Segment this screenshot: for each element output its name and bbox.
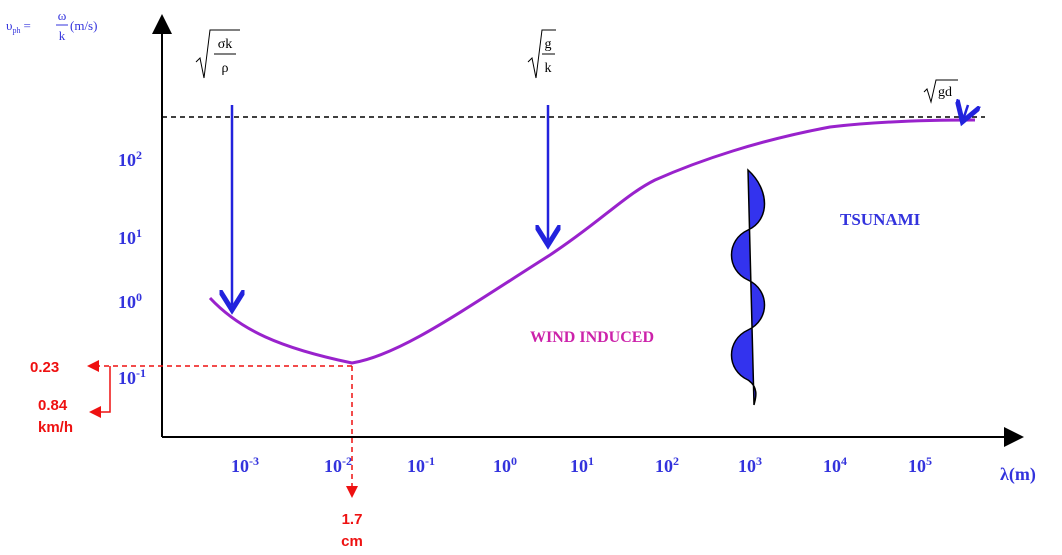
formula: k: [545, 61, 552, 76]
tick-label: 100: [493, 454, 517, 476]
tick-label: 101: [570, 454, 594, 476]
formula: ρ: [222, 61, 229, 76]
tick-base: 10: [570, 456, 588, 476]
tick-base: 10: [655, 456, 673, 476]
tick-exp: -1: [136, 366, 146, 380]
y-label-num: ω: [58, 8, 67, 23]
min-speed-unit: km/h: [38, 419, 73, 436]
tick-base: 10: [118, 150, 136, 170]
tick-exp: 1: [588, 454, 594, 468]
tick-label: 102: [118, 148, 142, 170]
tick-exp: 2: [136, 148, 142, 162]
y-axis-label: υph =: [6, 18, 31, 35]
tick-base: 10: [908, 456, 926, 476]
tick-base: 10: [118, 292, 136, 312]
tick-exp: 0: [136, 290, 142, 304]
tick-label: 104: [823, 454, 847, 476]
formula: gd: [938, 85, 952, 100]
tick-label: 100: [118, 290, 142, 312]
tick-base: 10: [493, 456, 511, 476]
min-speed: 0.84: [38, 397, 68, 414]
tick-base: 10: [324, 456, 342, 476]
wave: [730, 168, 766, 406]
speed-line: [89, 366, 111, 418]
tick-base: 10: [738, 456, 756, 476]
region-label: TSUNAMI: [840, 210, 921, 229]
clip: [0, 424, 150, 444]
tick-exp: 4: [841, 454, 847, 468]
sqrt: [923, 79, 958, 104]
region-label: WIND INDUCED: [530, 329, 654, 346]
tick-exp: 0: [511, 454, 517, 468]
tick-base: 10: [231, 456, 249, 476]
tick-label: 10-2: [324, 454, 352, 476]
tick-base: 10: [118, 228, 136, 248]
tick-label: 103: [738, 454, 762, 476]
tick-label: 10-1: [407, 454, 435, 476]
tick-label: 10-3: [231, 454, 259, 476]
formula: σk: [218, 37, 233, 52]
min-wavelength: 1.7: [342, 511, 363, 528]
tick-exp: 5: [926, 454, 932, 468]
tick-label: 101: [118, 226, 142, 248]
tick-exp: -1: [425, 454, 435, 468]
y-label-unit: (m/s): [70, 18, 97, 33]
sqrt: [195, 29, 240, 79]
tick-base: 10: [407, 456, 425, 476]
tick-label: 102: [655, 454, 679, 476]
min-velocity: 0.23: [30, 359, 59, 376]
tick-exp: -3: [249, 454, 259, 468]
tick-exp: -2: [342, 454, 352, 468]
dispersion-curve: [208, 118, 976, 365]
tick-label: 105: [908, 454, 932, 476]
min-wavelength-unit: cm: [341, 533, 363, 550]
x-axis-label: λ(m): [1000, 464, 1036, 485]
tick-label: 10-1: [118, 366, 146, 388]
tick-base: 10: [118, 368, 136, 388]
arrow: [964, 105, 968, 117]
formula: g: [545, 37, 552, 52]
tick-base: 10: [823, 456, 841, 476]
tick-exp: 3: [756, 454, 762, 468]
tick-exp: 2: [673, 454, 679, 468]
y-label-den: k: [59, 28, 66, 43]
sqrt: [527, 29, 556, 79]
tick-exp: 1: [136, 226, 142, 240]
